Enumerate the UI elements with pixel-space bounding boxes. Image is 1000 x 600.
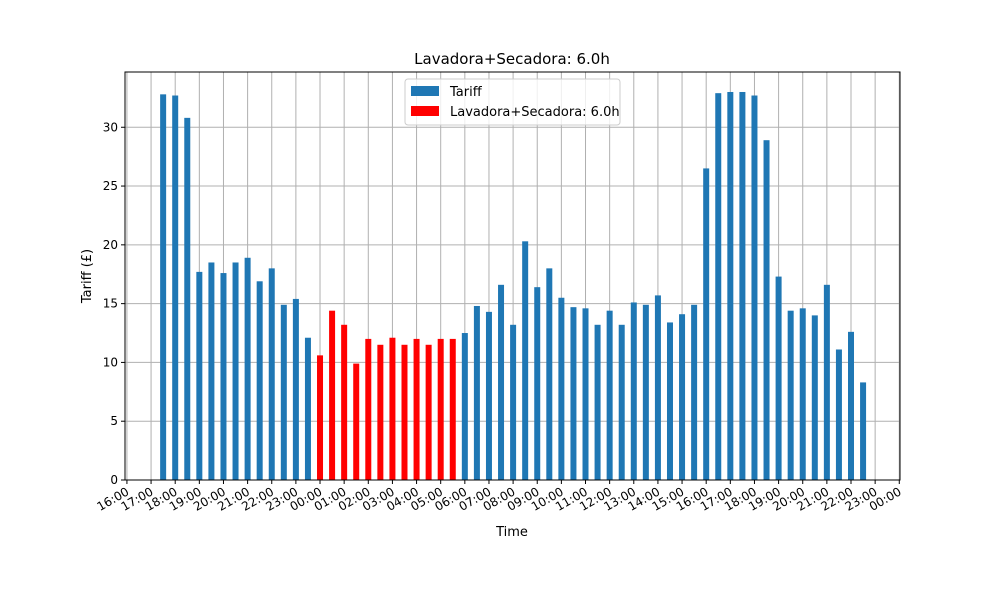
y-axis-label: Tariff (£) xyxy=(80,249,95,304)
tariff-bar xyxy=(751,95,758,480)
x-ticks: 16:0017:0018:0019:0020:0021:0022:0023:00… xyxy=(94,480,904,514)
tariff-bar xyxy=(679,314,686,480)
tariff-bar xyxy=(835,349,842,480)
tariff-bar xyxy=(558,297,565,480)
tariff-bar xyxy=(232,262,239,480)
tariff-bar xyxy=(787,310,794,480)
tariff-bar xyxy=(727,91,734,481)
legend-swatch-tariff xyxy=(411,86,439,96)
chart-title: Lavadora+Secadora: 6.0h xyxy=(414,50,610,68)
highlight-bar xyxy=(353,363,360,480)
highlight-bar xyxy=(377,344,384,480)
legend-label-highlight: Lavadora+Secadora: 6.0h xyxy=(450,105,620,120)
tariff-bar xyxy=(691,304,698,480)
tariff-bar xyxy=(534,287,541,480)
tariff-bar xyxy=(304,337,311,480)
legend-swatch-highlight xyxy=(411,106,439,116)
tariff-bar xyxy=(606,310,613,480)
tariff-bar xyxy=(666,322,673,480)
y-tick-label: 25 xyxy=(103,179,118,193)
tariff-bar xyxy=(739,91,746,481)
highlight-bar xyxy=(329,310,336,480)
tariff-bar xyxy=(208,262,215,480)
tariff-bar xyxy=(618,324,625,480)
y-tick-label: 0 xyxy=(110,473,118,487)
bars xyxy=(160,91,867,481)
tariff-bar xyxy=(570,307,577,480)
tariff-bar xyxy=(268,268,275,480)
tariff-bar xyxy=(715,93,722,480)
tariff-bar xyxy=(461,333,468,480)
tariff-bar xyxy=(630,302,637,480)
tariff-bar xyxy=(848,331,855,480)
tariff-bar xyxy=(498,284,505,480)
tariff-bar xyxy=(775,276,782,480)
tariff-bar xyxy=(860,382,867,480)
tariff-bar xyxy=(184,117,191,481)
tariff-bar xyxy=(473,305,480,480)
legend-label-tariff: Tariff xyxy=(449,85,483,100)
tariff-bar xyxy=(256,281,263,480)
y-tick-label: 30 xyxy=(103,120,118,134)
tariff-bar xyxy=(510,324,517,480)
highlight-bar xyxy=(437,338,444,480)
y-tick-label: 5 xyxy=(110,414,118,428)
tariff-bar xyxy=(546,268,553,480)
tariff-bar xyxy=(642,304,649,480)
legend: Tariff Lavadora+Secadora: 6.0h xyxy=(404,78,621,126)
tariff-bar xyxy=(703,168,710,480)
y-tick-label: 20 xyxy=(103,238,118,252)
highlight-bar xyxy=(317,355,324,480)
legend-box xyxy=(404,78,621,126)
highlight-bar xyxy=(401,344,408,480)
tariff-bar xyxy=(823,284,830,480)
highlight-bar xyxy=(365,338,372,480)
tariff-bar xyxy=(582,308,589,480)
highlight-bar xyxy=(425,344,432,480)
tariff-bar xyxy=(196,271,203,480)
x-axis-label: Time xyxy=(495,525,528,540)
tariff-bar xyxy=(654,295,661,480)
highlight-bar xyxy=(389,337,396,480)
tariff-bar xyxy=(799,308,806,480)
y-ticks: 0 5 10 15 20 25 30 xyxy=(103,120,125,487)
tariff-bar xyxy=(763,140,770,480)
tariff-bar xyxy=(280,304,287,480)
tariff-bar xyxy=(292,298,299,480)
tariff-bar xyxy=(522,241,529,480)
axes-frame xyxy=(124,71,901,481)
highlight-bar xyxy=(413,338,420,480)
highlight-bar xyxy=(341,324,348,480)
y-tick-label: 15 xyxy=(103,297,118,311)
y-tick-label: 10 xyxy=(103,355,118,369)
tariff-bar xyxy=(172,95,179,480)
highlight-bar xyxy=(449,338,456,480)
tariff-bar xyxy=(485,311,492,480)
tariff-bar xyxy=(811,315,818,480)
tariff-bar xyxy=(594,324,601,480)
tariff-bar xyxy=(244,257,251,480)
tariff-bar xyxy=(220,273,227,480)
tariff-bar xyxy=(160,94,167,480)
